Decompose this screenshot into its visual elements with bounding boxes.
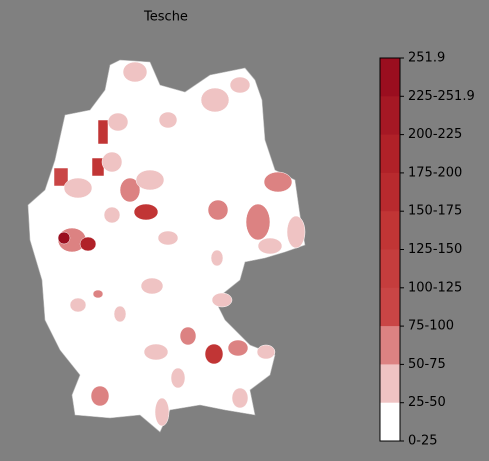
- colorbar-label: 225-251.9: [408, 89, 475, 104]
- colorbar-label: 251.9: [408, 51, 445, 66]
- district: [133, 203, 159, 221]
- districts: [53, 61, 306, 427]
- district: [200, 87, 230, 113]
- colorbar-segment: [380, 58, 400, 97]
- colorbar-label: 150-175: [408, 204, 462, 219]
- district: [140, 277, 164, 295]
- country-outline: [27, 59, 306, 433]
- district: [245, 203, 271, 241]
- district: [256, 344, 276, 360]
- colorbar-segment: [380, 364, 400, 404]
- district: [154, 397, 170, 427]
- district: [179, 326, 197, 346]
- district: [79, 236, 97, 252]
- district: [101, 151, 123, 173]
- district: [210, 249, 224, 267]
- map: [27, 59, 306, 433]
- colorbar-label: 175-200: [408, 165, 462, 180]
- colorbar-label: 125-150: [408, 242, 462, 257]
- district: [143, 343, 169, 361]
- colorbar-label: 50-75: [408, 357, 446, 372]
- district: [97, 119, 109, 145]
- district: [211, 292, 233, 308]
- district: [207, 199, 229, 221]
- district: [229, 76, 251, 94]
- colorbar-label: 100-125: [408, 280, 462, 295]
- district: [122, 61, 148, 83]
- district: [157, 230, 179, 246]
- colorbar-label: 200-225: [408, 127, 462, 142]
- district: [113, 305, 127, 323]
- district: [231, 387, 249, 409]
- district: [158, 111, 178, 129]
- district: [170, 367, 186, 389]
- district: [90, 385, 110, 407]
- district: [227, 339, 249, 357]
- colorbar-segment: [380, 402, 400, 442]
- district: [135, 169, 165, 191]
- district: [257, 237, 283, 255]
- district: [53, 167, 69, 187]
- colorbar-segment: [380, 287, 400, 327]
- map-title: Tesche: [143, 10, 188, 25]
- district: [92, 289, 104, 299]
- colorbar: 251.9 225-251.9 200-225 175-200 150-175 125-1…: [379, 51, 475, 449]
- colorbar-segment: [380, 96, 400, 136]
- colorbar-segment: [380, 249, 400, 289]
- district: [263, 171, 293, 193]
- district: [57, 231, 71, 245]
- district: [204, 343, 224, 365]
- colorbar-label: 25-50: [408, 395, 446, 410]
- district: [63, 177, 93, 199]
- colorbar-segment: [380, 134, 400, 174]
- colorbar-label: 0-25: [408, 434, 438, 449]
- district: [119, 177, 141, 203]
- colorbar-label: 75-100: [408, 319, 454, 334]
- district: [107, 112, 129, 132]
- colorbar-segment: [380, 211, 400, 250]
- district: [69, 297, 87, 313]
- colorbar-segment: [380, 326, 400, 365]
- colorbar-segment: [380, 172, 400, 212]
- district: [286, 215, 306, 249]
- district: [103, 206, 121, 224]
